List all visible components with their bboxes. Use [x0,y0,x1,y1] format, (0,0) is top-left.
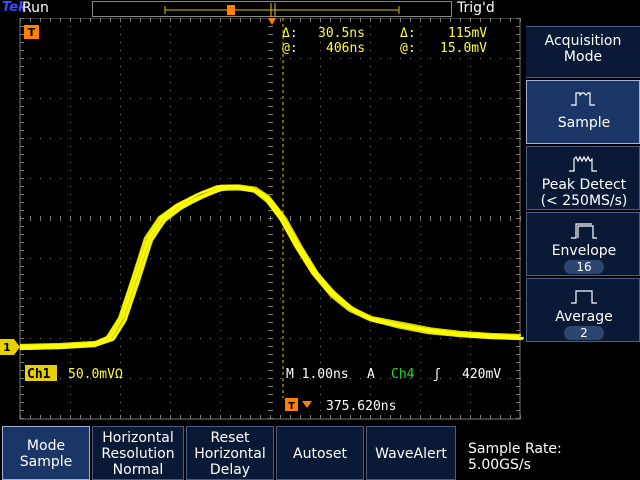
at-volt-value: 15.0mV [440,41,487,56]
side-button-sample-label: Sample [557,115,611,131]
bottom-menu-bar: Mode Sample Horizontal Resolution Normal… [0,424,640,480]
waveform-trace-acquisition [19,186,523,350]
trigger-position-marker[interactable]: T [24,25,39,39]
trigger-position-value: 375.620ns [326,399,397,414]
side-button-envelope[interactable]: Envelope 16 [526,212,640,276]
delta-time-value: 30.5ns [318,26,365,41]
run-status: Run [22,0,49,16]
side-button-average-label: Average [555,309,613,325]
side-button-envelope-value: 16 [564,260,604,274]
trigger-status: Trig'd [457,0,495,16]
record-view-graphic [164,3,400,17]
trigger-marker-icon [227,5,235,15]
waveform-trace-acquisition [19,184,518,348]
channel-scale: 50.0mVΩ [68,367,123,382]
side-button-sample[interactable]: Sample [526,80,640,144]
reset-horizontal-delay-button[interactable]: Reset Horizontal Delay [186,426,274,480]
envelope-icon [571,223,597,239]
side-menu-title-line1: Acquisition [544,33,622,49]
sample-rate-value: 5.00GS/s [468,457,531,473]
mode-button[interactable]: Mode Sample [2,426,90,480]
waveform-trace-acquisition [19,188,524,351]
side-button-envelope-label: Envelope [551,243,617,259]
waveform-trace-acquisition [19,184,522,347]
ch1-waveform-trace [19,184,525,351]
mode-button-value: Sample [19,454,73,470]
side-button-peak-detect[interactable]: Peak Detect (< 250MS/s) [526,146,640,210]
at-volt-label: @: [400,41,416,56]
average-icon [571,290,597,304]
side-button-peak-detect-sublabel: (< 250MS/s) [540,193,628,209]
autoset-button[interactable]: Autoset [276,426,364,480]
svg-text:T: T [288,401,295,412]
graticule-grid [20,18,521,419]
trigger-offset-marker: T [285,398,312,412]
trigger-source: Ch4 [391,367,415,382]
svg-text:T: T [28,26,36,39]
status-bar: Tek Run Trig'd [0,0,640,18]
waveform-trace-acquisition [19,187,520,351]
side-menu-title-line2: Mode [563,49,603,65]
svg-text:1: 1 [3,341,11,354]
delta-time-label: Δ: [282,26,298,41]
horizontal-resolution-value: Normal [112,462,164,478]
reset-horizontal-delay-line2: Horizontal [194,446,266,462]
wavealert-button[interactable]: WaveAlert [366,426,456,480]
waveform-trace-acquisition [19,186,525,350]
horizontal-resolution-line1: Horizontal [102,430,174,446]
delta-volt-label: Δ: [400,26,416,41]
at-time-label: @: [282,41,298,56]
mode-button-label: Mode [26,438,66,454]
sample-rate-readout: Sample Rate: 5.00GS/s [468,441,562,473]
acquisition-mode-side-menu: Acquisition Mode Sample Peak Detect (< 2… [526,18,640,422]
side-button-peak-detect-label: Peak Detect [541,177,627,193]
waveform-display[interactable]: T 1 T [0,18,526,422]
horizontal-resolution-button[interactable]: Horizontal Resolution Normal [92,426,184,480]
trigger-mode: A [367,367,375,382]
trigger-point-arrow [268,18,276,25]
channel-label: Ch1 [27,367,51,382]
brand-logo: Tek [2,0,27,15]
autoset-button-label: Autoset [293,446,347,462]
record-view-bar [92,1,452,17]
timebase-scale: M 1.00ns [286,367,349,382]
at-time-value: 406ns [326,41,366,56]
side-button-average[interactable]: Average 2 [526,278,640,342]
side-button-average-value: 2 [564,326,604,340]
reset-horizontal-delay-line3: Delay [209,462,251,478]
side-menu-title: Acquisition Mode [526,26,640,78]
delta-volt-value: 115mV [448,26,488,41]
ch1-badge [25,365,57,381]
trigger-level: 420mV [462,367,502,382]
trigger-slope-icon: ʃ [433,367,441,382]
wavealert-button-label: WaveAlert [375,446,447,462]
reset-horizontal-delay-line1: Reset [210,430,250,446]
sample-mode-icon [571,92,595,106]
sample-rate-label: Sample Rate: [468,441,562,457]
peak-detect-icon [569,155,597,172]
ch1-ground-marker[interactable]: 1 [0,339,20,355]
waveform-trace-acquisition [19,184,519,348]
horizontal-resolution-line2: Resolution [101,446,175,462]
